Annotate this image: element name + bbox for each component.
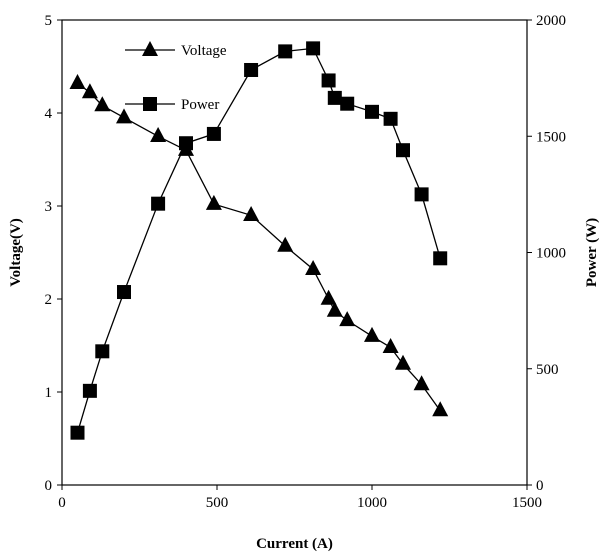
x-axis-title: Current (A) (256, 536, 333, 552)
legend: Voltage Power (125, 41, 227, 113)
legend-power-square-icon (143, 97, 157, 111)
x-tick-label: 1000 (357, 495, 387, 511)
power-point (179, 136, 193, 151)
power-point (70, 425, 85, 440)
voltage-point (382, 338, 399, 354)
left-y-axis-ticks: 0 1 2 3 4 5 (45, 13, 62, 494)
voltage-point (69, 73, 86, 89)
voltage-point (81, 83, 98, 99)
power-point (365, 104, 379, 119)
power-point (206, 126, 221, 141)
voltage-point (395, 354, 411, 370)
legend-voltage-triangle-icon (142, 41, 158, 56)
voltage-point (432, 401, 449, 417)
y-tick-label: 2 (45, 292, 53, 308)
series-markers (69, 41, 449, 440)
x-tick-label: 1500 (512, 495, 542, 511)
legend-voltage-label: Voltage (181, 43, 227, 59)
power-point (151, 196, 166, 211)
power-point (340, 96, 355, 111)
power-point (396, 143, 410, 158)
y2-tick-label: 0 (536, 478, 544, 494)
power-point (306, 41, 321, 56)
power-point (414, 187, 429, 202)
right-y-axis-ticks: 0 500 1000 1500 2000 (527, 13, 566, 494)
x-tick-label: 500 (206, 495, 229, 511)
voltage-point (305, 259, 322, 275)
plot-area-frame (61, 19, 528, 486)
power-point (383, 111, 398, 126)
power-point (278, 44, 293, 59)
right-y-axis-title: Power (W) (584, 218, 600, 287)
power-point (433, 251, 448, 266)
power-point (82, 383, 97, 398)
y-tick-label: 1 (45, 385, 53, 401)
y-tick-label: 4 (45, 106, 53, 122)
y2-tick-label: 1500 (536, 129, 566, 145)
power-point (321, 73, 336, 88)
voltage-point (243, 206, 260, 221)
left-y-axis-title: Voltage(V) (8, 218, 24, 287)
voltage-point (277, 236, 294, 252)
voltage-point (326, 301, 343, 317)
voltage-point (320, 289, 337, 305)
y-tick-label: 0 (45, 478, 53, 494)
y2-tick-label: 2000 (536, 13, 566, 29)
y2-tick-label: 1000 (536, 246, 566, 262)
y-tick-label: 5 (45, 13, 53, 29)
voltage-point (150, 126, 167, 142)
power-point (244, 62, 259, 77)
voltage-point (339, 311, 356, 327)
legend-power-label: Power (181, 97, 219, 113)
y-tick-label: 3 (45, 199, 53, 215)
x-axis-ticks: 0 500 1000 1500 (58, 485, 542, 511)
voltage-point (116, 108, 132, 124)
y2-tick-label: 500 (536, 362, 559, 378)
power-point (117, 285, 131, 300)
voltage-point (364, 326, 380, 342)
voltage-point (413, 375, 430, 391)
voltage-point (205, 194, 222, 210)
voltage-point (94, 96, 111, 112)
power-point (95, 344, 110, 359)
x-tick-label: 0 (58, 495, 66, 511)
power-point (327, 90, 342, 105)
